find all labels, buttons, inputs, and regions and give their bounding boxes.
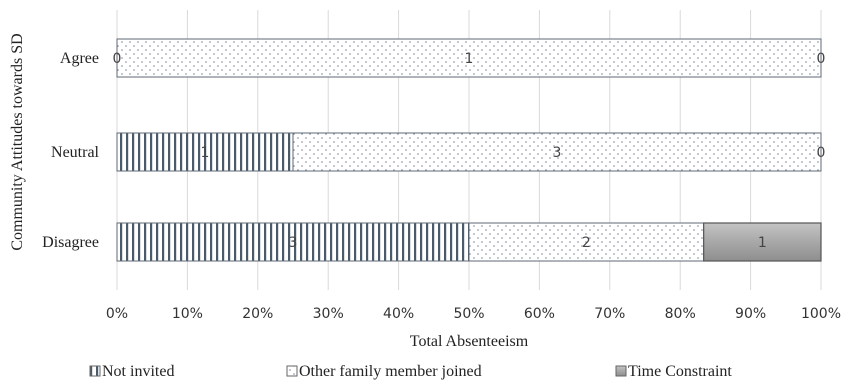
x-tick-label: 70% [594, 306, 625, 322]
x-tick-labels: 0% 10% 20% 30% 40% 50% 60% 70% 80% 90% 100% [106, 306, 841, 322]
data-label: 1 [465, 51, 474, 67]
legend-label: Not invited [102, 363, 174, 380]
x-tick-label: 30% [313, 306, 344, 322]
legend: Not invited Other family member joined Tim… [89, 363, 732, 380]
legend-swatch [615, 365, 627, 377]
category-labels: Agree Neutral Disagree [42, 50, 99, 251]
x-tick-label: 100% [801, 306, 841, 322]
data-label: 3 [553, 145, 562, 161]
x-tick-label: 50% [453, 306, 484, 322]
legend-swatch [286, 365, 298, 377]
x-tick-label: 80% [665, 306, 696, 322]
legend-swatch [89, 365, 101, 377]
x-tick-label: 0% [106, 306, 128, 322]
bars [116, 38, 822, 262]
x-tick-label: 90% [735, 306, 766, 322]
legend-label: Time Constraint [628, 363, 732, 380]
bar-segment [703, 222, 822, 262]
data-labels: 0 1 0 1 3 0 3 2 1 [113, 51, 826, 251]
x-axis-title: Total Absenteeism [410, 333, 529, 350]
category-label: Neutral [51, 144, 100, 161]
data-label: 1 [201, 145, 210, 161]
x-tick-label: 10% [172, 306, 203, 322]
data-label: 0 [817, 51, 826, 67]
data-label: 0 [817, 145, 826, 161]
data-label: 2 [582, 235, 591, 251]
data-label: 3 [289, 235, 298, 251]
bar-segment [292, 132, 822, 172]
x-tick-label: 60% [524, 306, 555, 322]
bar-segment [468, 222, 705, 262]
legend-label: Other family member joined [299, 363, 482, 380]
x-tick-label: 20% [242, 306, 273, 322]
data-label: 0 [113, 51, 122, 67]
data-label: 1 [758, 235, 767, 251]
category-label: Disagree [42, 234, 99, 251]
y-axis-title: Community Attitudes towards SD [9, 33, 26, 250]
bar-segment [116, 222, 470, 262]
bar-segment [116, 132, 294, 172]
x-tick-label: 40% [383, 306, 414, 322]
category-label: Agree [60, 50, 99, 67]
bar-segment [116, 38, 822, 78]
